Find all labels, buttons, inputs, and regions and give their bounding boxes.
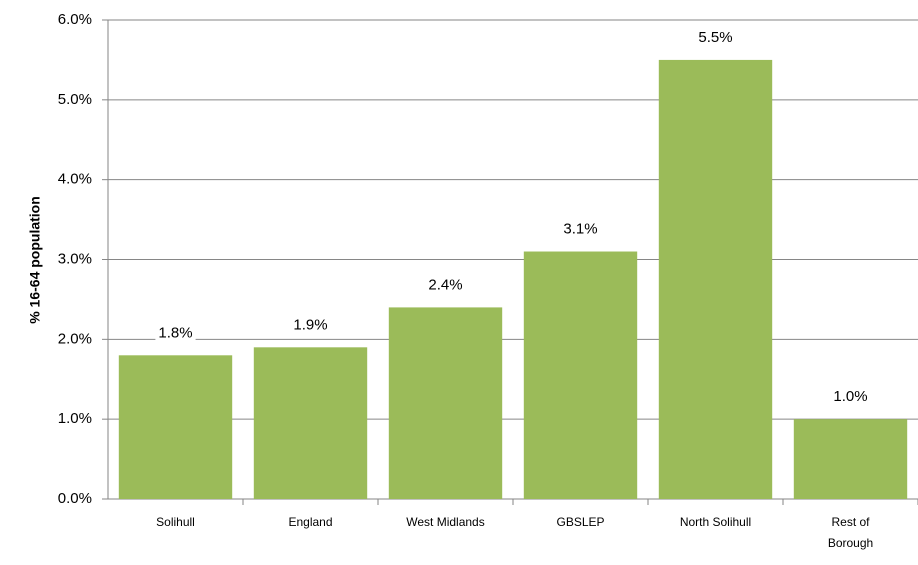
data-label-bg — [695, 28, 736, 46]
y-tick-label: 6.0% — [58, 11, 92, 28]
data-label: 2.4% — [428, 276, 462, 293]
data-label: 3.1% — [563, 220, 597, 237]
x-tick-label: West Midlands — [406, 515, 485, 529]
bar — [523, 251, 638, 499]
bar — [388, 307, 503, 499]
data-label-bg — [425, 276, 466, 294]
data-label: 5.5% — [698, 29, 732, 46]
bar — [658, 59, 773, 500]
x-tick-label: North Solihull — [679, 515, 752, 529]
y-tick-label: 1.0% — [58, 410, 92, 427]
y-tick-label: 3.0% — [58, 250, 92, 267]
data-label-bg — [155, 324, 196, 342]
x-tick-label: Rest of Borough — [827, 515, 874, 550]
y-tick-label: 4.0% — [58, 171, 92, 188]
x-tick-label: Solihull — [156, 515, 195, 529]
data-label-bg — [560, 220, 601, 238]
bar — [118, 355, 233, 499]
x-tick-label: England — [288, 515, 333, 529]
bar — [253, 347, 368, 499]
y-tick-label: 2.0% — [58, 330, 92, 347]
data-label: 1.0% — [833, 388, 867, 405]
y-tick-label: 0.0% — [58, 490, 92, 507]
data-label: 1.8% — [158, 324, 192, 341]
x-tick-label: GBSLEP — [556, 515, 605, 529]
data-label: 1.9% — [293, 316, 327, 333]
y-tick-label: 5.0% — [58, 91, 92, 108]
bar — [793, 419, 908, 499]
data-label-bg — [290, 316, 331, 334]
data-label-bg — [830, 388, 871, 406]
y-axis-title: % 16-64 population — [27, 196, 43, 324]
